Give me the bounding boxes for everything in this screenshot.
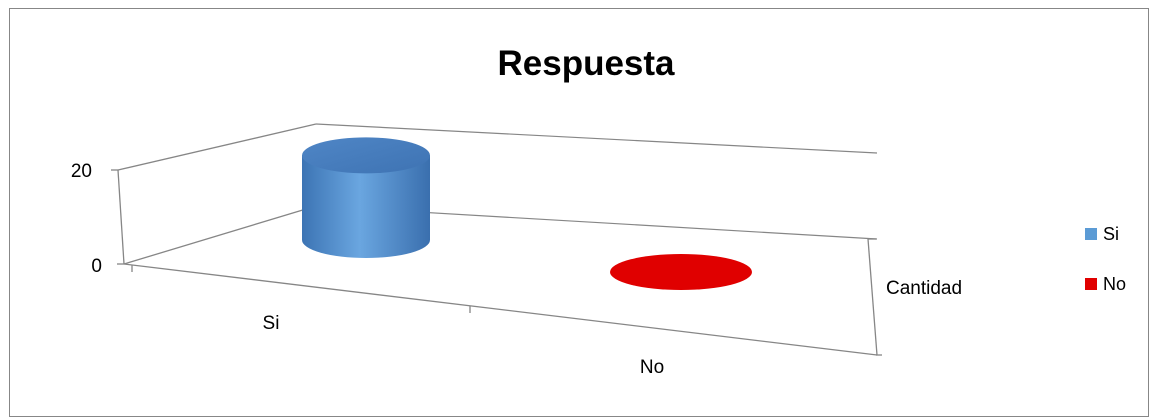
value-axis-line	[117, 169, 125, 265]
bar-si-cylinder-body	[302, 155, 430, 258]
y-tick-label-20: 20	[71, 161, 92, 182]
x-tick-label-si: Si	[263, 313, 280, 334]
legend-swatch-no	[1085, 278, 1097, 290]
plot-area-3d	[111, 123, 882, 356]
legend-label-si: Si	[1103, 224, 1119, 244]
legend-swatch-si	[1085, 228, 1097, 240]
depth-axis-label: Cantidad	[886, 278, 962, 299]
chart-frame	[9, 8, 1149, 417]
category-axis-line	[123, 263, 878, 356]
bar-no-disk	[610, 254, 752, 290]
x-tick-label-no: No	[640, 357, 664, 378]
legend-label-no: No	[1103, 274, 1126, 294]
side-wall-bottom-edge	[123, 205, 317, 265]
back-wall-top-gridline	[315, 123, 878, 154]
legend: Si No	[1085, 224, 1126, 294]
series-no-marks	[610, 254, 752, 290]
y-tick-label-0: 0	[91, 256, 102, 277]
bar-si-cylinder-top	[302, 137, 430, 174]
side-wall-top-edge	[117, 123, 317, 171]
chart-title: Respuesta	[497, 44, 675, 83]
depth-axis-line	[867, 238, 878, 356]
series-si-marks	[302, 137, 430, 258]
